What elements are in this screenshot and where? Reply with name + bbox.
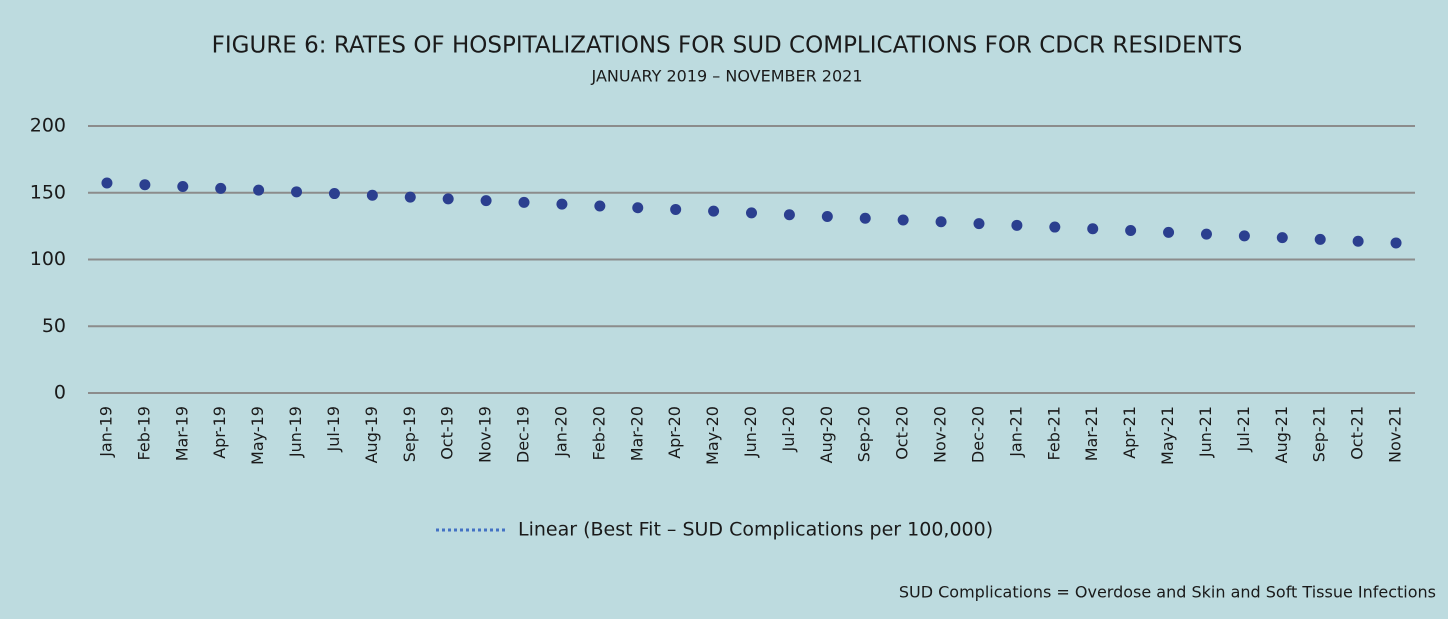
x-tick-label: Feb-20	[589, 406, 608, 460]
data-point	[101, 177, 113, 189]
x-tick-label: Jun-19	[286, 406, 305, 458]
data-point	[746, 207, 757, 219]
data-point	[1390, 237, 1402, 249]
x-tick-label: Nov-19	[476, 406, 495, 463]
data-point	[556, 198, 568, 210]
x-tick-label: Apr-21	[1120, 406, 1139, 459]
data-point	[783, 209, 795, 221]
x-tick-label: Feb-19	[134, 406, 153, 460]
data-point	[518, 196, 530, 208]
x-tick-label: Oct-19	[438, 406, 457, 460]
data-point	[973, 218, 985, 230]
data-point	[215, 182, 227, 194]
y-tick-label: 150	[30, 181, 66, 203]
x-tick-label: May-20	[703, 406, 722, 465]
y-tick-label: 100	[30, 248, 66, 270]
data-point	[442, 193, 454, 205]
x-tick-label: Sep-19	[400, 406, 419, 462]
y-tick-label: 50	[42, 315, 66, 337]
x-tick-label: Dec-20	[968, 406, 987, 463]
data-point	[1049, 221, 1061, 233]
y-tick-label: 0	[54, 382, 66, 404]
data-point	[1314, 233, 1326, 245]
data-point	[1352, 235, 1364, 247]
data-point	[1238, 230, 1250, 242]
x-tick-label: Aug-21	[1272, 406, 1291, 463]
data-point	[366, 189, 378, 201]
x-tick-label: Jul-20	[779, 406, 798, 452]
x-tick-label: Jul-19	[324, 406, 343, 452]
x-tick-label: Jan-20	[551, 406, 570, 458]
x-tick-label: Dec-19	[514, 406, 533, 463]
data-point	[480, 195, 492, 207]
data-point	[328, 188, 340, 200]
x-tick-label: Jan-19	[96, 406, 115, 458]
data-point	[253, 184, 265, 196]
x-tick-label: Apr-20	[665, 406, 684, 459]
x-tick-label: Jun-21	[1196, 406, 1215, 458]
y-tick-label: 200	[30, 115, 66, 137]
x-tick-label: Mar-20	[627, 406, 646, 461]
data-point	[859, 212, 871, 224]
legend-label: Linear (Best Fit – SUD Complications per…	[518, 519, 993, 541]
data-point	[1125, 225, 1137, 237]
x-tick-label: Nov-20	[931, 406, 950, 463]
data-point	[1011, 219, 1023, 231]
data-point	[1276, 232, 1288, 244]
x-tick-label: May-21	[1158, 406, 1177, 465]
x-tick-label: Apr-19	[210, 406, 229, 459]
x-tick-label: Jul-21	[1234, 406, 1253, 452]
x-tick-label: Oct-21	[1348, 406, 1367, 460]
chart-title: FIGURE 6: RATES OF HOSPITALIZATIONS FOR …	[212, 33, 1243, 59]
data-point	[1087, 223, 1099, 235]
x-tick-label: Aug-19	[362, 406, 381, 463]
data-point	[404, 191, 416, 203]
x-tick-label: Feb-21	[1044, 406, 1063, 460]
x-tick-label: Sep-20	[855, 406, 874, 462]
data-point	[897, 214, 909, 226]
x-tick-label: Nov-21	[1386, 406, 1405, 463]
x-tick-label: Sep-21	[1310, 406, 1329, 462]
data-point	[632, 202, 644, 214]
x-tick-label: Aug-20	[817, 406, 836, 463]
x-tick-label: Mar-21	[1082, 406, 1101, 461]
data-point	[1163, 226, 1175, 238]
x-tick-label: Mar-19	[172, 406, 191, 461]
x-tick-label: Jan-21	[1006, 406, 1025, 458]
x-tick-label: Oct-20	[893, 406, 912, 460]
data-point	[708, 205, 720, 217]
data-point	[177, 180, 189, 192]
footnote: SUD Complications = Overdose and Skin an…	[899, 583, 1436, 602]
data-point	[935, 216, 947, 228]
data-point	[139, 179, 151, 191]
data-point	[594, 200, 606, 212]
chart-subtitle: JANUARY 2019 – NOVEMBER 2021	[591, 67, 863, 86]
x-tick-label: May-19	[248, 406, 267, 465]
data-point	[670, 203, 682, 215]
data-point	[1200, 228, 1212, 240]
data-point	[821, 211, 833, 223]
data-point	[291, 186, 303, 198]
x-tick-label: Jun-20	[741, 406, 760, 458]
